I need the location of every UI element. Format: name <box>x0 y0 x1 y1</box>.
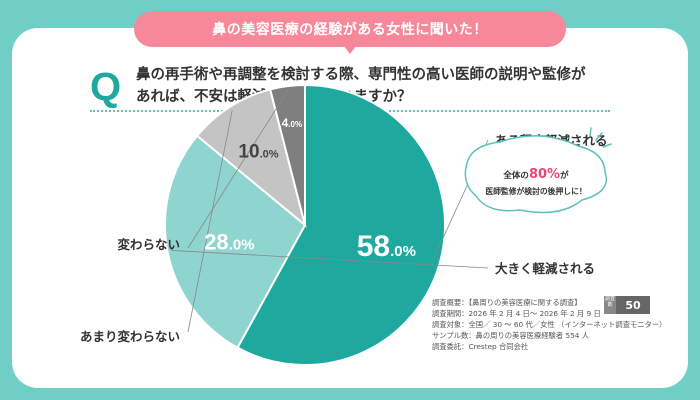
svg-text:全体の80%が: 全体の80%が <box>502 167 569 182</box>
callout-line-2: 医師監修が検討の後押しに！ <box>485 186 586 196</box>
survey-line: 調査期間：2026 年 2 月 4 日～ 2026 年 2 月 9 日 <box>432 309 601 318</box>
survey-line: 調査概要：【鼻周りの美容医療に関する調査】 <box>432 298 582 307</box>
pct-label-greatly-reduced: 28.0% <box>204 229 254 254</box>
pie-slice-no-change <box>268 83 306 226</box>
banner-tail <box>343 45 357 54</box>
survey-count-box: 調査数 50 <box>604 296 650 314</box>
callout-bubble: 全体の80%が 医師監修が検討の後押しに！ <box>464 127 612 214</box>
pct-label-somewhat-reduced: 58.0% <box>357 230 416 263</box>
survey-line: 調査委託：Crestep 合同会社 <box>432 342 529 351</box>
survey-count-number: 50 <box>616 296 650 314</box>
survey-line: サンプル数：鼻の周りの美容医療経験者 554 人 <box>432 331 589 340</box>
category-label-no-change: 変わらない <box>117 237 180 252</box>
leader-lines <box>171 90 489 333</box>
question-line-1: 鼻の再手術や再調整を検討する際、専門性の高い医師の説明や監修が <box>136 67 586 83</box>
survey-info: 調査概要：【鼻周りの美容医療に関する調査】 調査期間：2026 年 2 月 4 … <box>432 297 666 352</box>
pie-slices <box>164 83 446 366</box>
leader-line-no-change <box>187 90 289 249</box>
pie-slice-somewhat-reduced <box>236 83 446 366</box>
pct-label-not-much-change: 10.0% <box>238 142 278 163</box>
sparkle-icon <box>589 127 612 148</box>
pie-slice-greatly-reduced <box>164 134 307 350</box>
survey-count-label: 調査数 <box>604 296 616 314</box>
q-mark: Q <box>90 65 122 109</box>
pct-label-no-change: 4.0% <box>282 116 302 130</box>
category-label-not-much-change: あまり変わらない <box>80 329 180 344</box>
leader-line-greatly-reduced <box>171 250 489 269</box>
category-label-greatly-reduced: 大きく軽減される <box>495 261 595 276</box>
callout-suffix: が <box>560 170 569 181</box>
callout-prefix: 全体の <box>502 170 529 181</box>
leader-line-not-much-change <box>187 110 233 333</box>
survey-line: 調査対象：全国／ 30 ～ 60 代／女性 （インターネット調査モニター） <box>432 320 667 329</box>
callout-highlight: 80% <box>529 167 560 182</box>
banner-title: 鼻の美容医療の経験がある女性に聞いた！ <box>134 11 566 47</box>
percent-labels: 58.0% 28.0% 10.0% 4.0% <box>204 116 416 263</box>
